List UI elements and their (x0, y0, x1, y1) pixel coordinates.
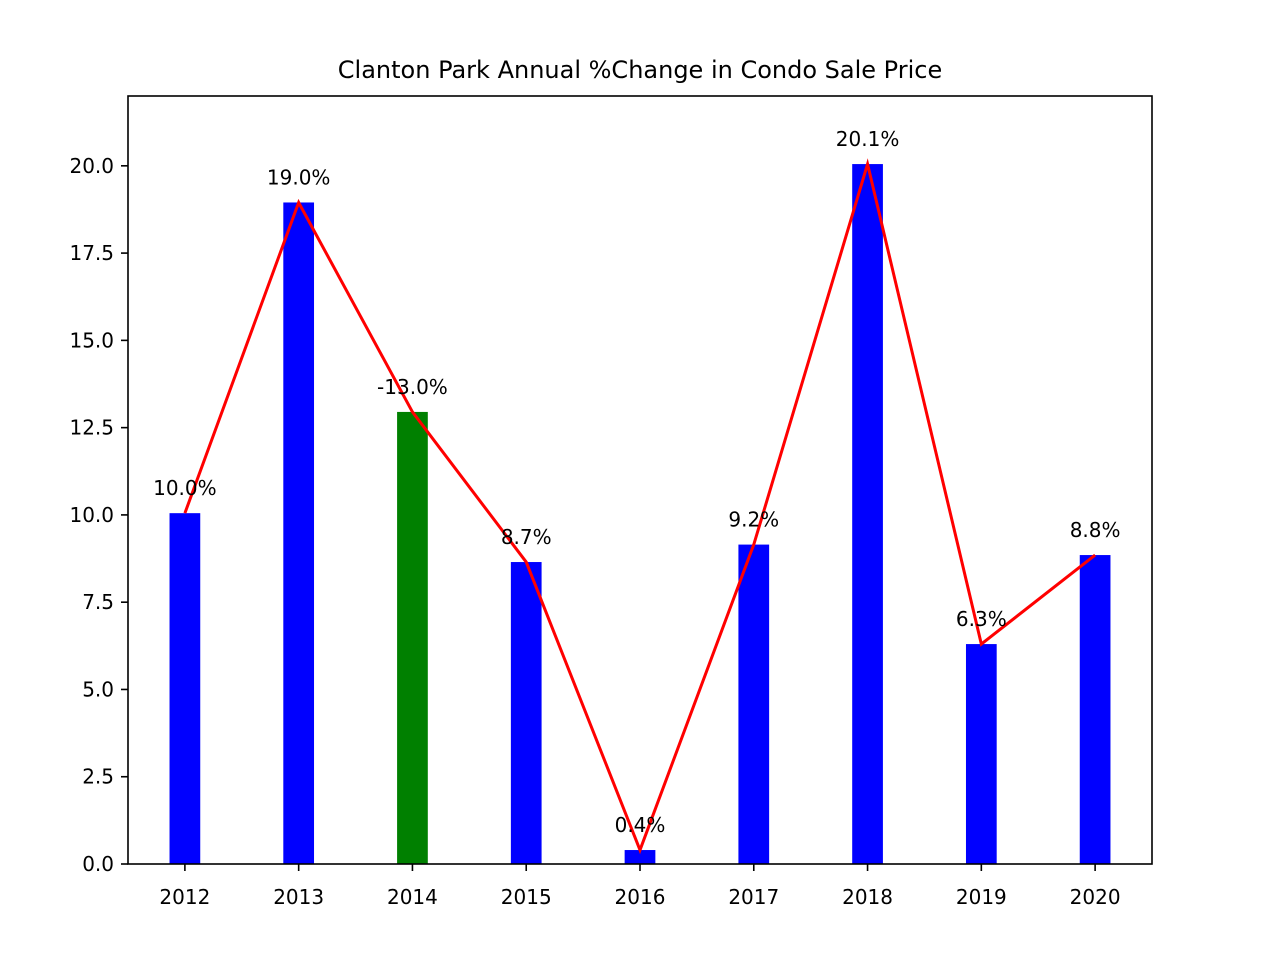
bar-2013 (283, 202, 315, 865)
x-tick-label: 2017 (728, 885, 779, 909)
data-label-2012: 10.0% (153, 476, 217, 500)
data-label-2020: 8.8% (1070, 518, 1121, 542)
data-label-2013: 19.0% (267, 165, 331, 189)
bar-2017 (738, 544, 770, 864)
x-tick-label: 2014 (387, 885, 438, 909)
x-axis: 2012 2013 2014 2015 2016 2017 2018 2019 2020 (159, 864, 1121, 909)
line-layer (183, 158, 1097, 855)
y-tick-label: 2.5 (82, 765, 114, 789)
plot-area-frame (127, 95, 1153, 865)
bars-layer (169, 164, 1111, 865)
trend-line (183, 158, 1097, 855)
data-label-2016: 0.4% (615, 813, 666, 837)
x-tick-label: 2019 (956, 885, 1007, 909)
y-tick-label: 15.0 (69, 328, 114, 352)
bar-2016 (624, 850, 656, 864)
x-tick-label: 2020 (1070, 885, 1121, 909)
data-label-2015: 8.7% (501, 525, 552, 549)
y-axis: 0.0 2.5 5.0 7.5 10.0 12.5 15.0 17.5 20.0 (69, 154, 128, 876)
x-tick-label: 2018 (842, 885, 893, 909)
y-tick-label: 5.0 (82, 677, 114, 701)
x-tick-label: 2016 (615, 885, 666, 909)
bar-2018 (852, 164, 883, 864)
data-label-2019: 6.3% (956, 607, 1007, 631)
y-tick-label: 7.5 (82, 590, 114, 614)
y-tick-label: 12.5 (69, 416, 114, 440)
bar-2019 (965, 644, 997, 864)
y-tick-label: 17.5 (69, 241, 114, 265)
bar-2014 (397, 411, 428, 864)
x-tick-label: 2012 (159, 885, 210, 909)
bar-2015 (510, 562, 542, 864)
data-label-2017: 9.2% (728, 508, 779, 532)
bar-2012 (169, 513, 201, 864)
x-tick-label: 2013 (273, 885, 324, 909)
chart-title: Clanton Park Annual %Change in Condo Sal… (338, 56, 942, 84)
data-labels-layer: 10.0% 19.0% -13.0% 8.7% 0.4% 9.2% 20.1% 6.3% 8.8… (153, 127, 1120, 837)
data-label-2018: 20.1% (836, 127, 900, 151)
y-tick-label: 10.0 (69, 503, 114, 527)
data-label-2014: -13.0% (377, 375, 448, 399)
x-tick-label: 2015 (501, 885, 552, 909)
y-tick-label: 0.0 (82, 852, 114, 876)
y-tick-label: 20.0 (69, 154, 114, 178)
bar-2020 (1079, 555, 1111, 864)
